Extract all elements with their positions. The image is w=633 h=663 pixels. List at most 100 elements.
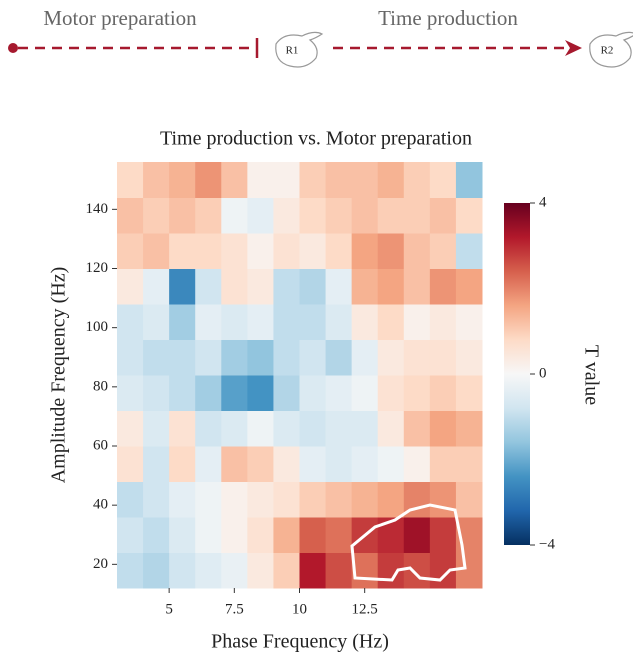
heatmap-cell bbox=[117, 446, 144, 482]
heatmap-cell bbox=[299, 304, 327, 340]
timeline: Motor preparation Time production R1 R2 bbox=[8, 6, 633, 68]
heatmap-cell bbox=[299, 410, 327, 447]
heatmap-cell bbox=[195, 197, 222, 234]
phase-label: Time production bbox=[378, 6, 518, 30]
heatmap-cell bbox=[273, 552, 300, 589]
heatmap-cell bbox=[169, 233, 196, 269]
heatmap bbox=[117, 162, 483, 589]
heatmap-cell bbox=[429, 197, 457, 234]
heatmap-cell bbox=[143, 410, 170, 447]
heatmap-cell bbox=[377, 375, 405, 411]
colorbar-label: T value bbox=[580, 345, 602, 405]
heatmap-cell bbox=[377, 481, 405, 518]
heatmap-cell bbox=[117, 304, 144, 340]
heatmap-cell bbox=[169, 162, 196, 198]
heatmap-cell bbox=[221, 481, 248, 518]
heatmap-cell bbox=[273, 268, 300, 305]
heatmap-cell bbox=[403, 339, 431, 376]
heatmap-cell bbox=[273, 517, 300, 553]
heatmap-cell bbox=[325, 197, 353, 234]
heatmap-cell bbox=[247, 481, 274, 518]
heatmap-cell bbox=[195, 481, 222, 518]
heatmap-cell bbox=[403, 410, 431, 447]
heatmap-cell bbox=[299, 481, 327, 518]
heatmap-cell bbox=[247, 304, 274, 340]
heatmap-cell bbox=[169, 197, 196, 234]
heatmap-cell bbox=[143, 197, 170, 234]
heatmap-cell bbox=[429, 481, 457, 518]
heatmap-cell bbox=[325, 375, 353, 411]
heatmap-cell bbox=[247, 552, 274, 589]
heatmap-cell bbox=[273, 233, 300, 269]
heatmap-cell bbox=[455, 552, 483, 589]
y-tick-label: 20 bbox=[93, 556, 108, 572]
heatmap-cell bbox=[351, 268, 379, 305]
heatmap-cell bbox=[195, 304, 222, 340]
heatmap-cell bbox=[221, 410, 248, 447]
response-label: R2 bbox=[601, 45, 614, 57]
heatmap-cell bbox=[247, 268, 274, 305]
x-axis-label: Phase Frequency (Hz) bbox=[211, 631, 389, 653]
heatmap-cell bbox=[143, 375, 170, 411]
heatmap-cell bbox=[299, 552, 327, 589]
heatmap-cell bbox=[221, 339, 248, 376]
heatmap-cell bbox=[429, 517, 457, 553]
heatmap-cell bbox=[429, 410, 457, 447]
y-tick-label: 140 bbox=[86, 201, 109, 217]
response-label: R1 bbox=[286, 45, 299, 57]
heatmap-cell bbox=[221, 552, 248, 589]
heatmap-cell bbox=[169, 268, 196, 305]
heatmap-cell bbox=[169, 375, 196, 411]
colorbar-tick-label: 0 bbox=[539, 365, 547, 381]
heatmap-cell bbox=[351, 410, 379, 447]
heatmap-cell bbox=[299, 268, 327, 305]
heatmap-cell bbox=[221, 375, 248, 411]
heatmap-cell bbox=[429, 375, 457, 411]
heatmap-cell bbox=[247, 197, 274, 234]
heatmap-cell bbox=[247, 162, 274, 198]
hand-icon bbox=[275, 31, 324, 68]
x-tick-label: 5 bbox=[165, 601, 173, 617]
heatmap-cell bbox=[143, 552, 170, 589]
heatmap-cell bbox=[403, 517, 431, 553]
heatmap-cell bbox=[299, 375, 327, 411]
heatmap-cell bbox=[143, 233, 170, 269]
heatmap-cell bbox=[325, 552, 353, 589]
heatmap-cell bbox=[273, 481, 300, 518]
heatmap-cell bbox=[403, 552, 431, 589]
heatmap-cell bbox=[143, 481, 170, 518]
heatmap-cell bbox=[195, 446, 222, 482]
heatmap-cell bbox=[247, 233, 274, 269]
heatmap-cell bbox=[143, 162, 170, 198]
heatmap-cell bbox=[403, 304, 431, 340]
heatmap-cell bbox=[377, 339, 405, 376]
heatmap-cell bbox=[169, 552, 196, 589]
heatmap-cell bbox=[325, 268, 353, 305]
heatmap-cell bbox=[117, 517, 144, 553]
heatmap-cell bbox=[221, 233, 248, 269]
heatmap-cell bbox=[429, 446, 457, 482]
heatmap-cell bbox=[117, 410, 144, 447]
heatmap-cell bbox=[221, 162, 248, 198]
heatmap-cell bbox=[377, 233, 405, 269]
colorbar-tick-label: −4 bbox=[539, 536, 555, 552]
heatmap-cell bbox=[325, 339, 353, 376]
heatmap-cell bbox=[221, 268, 248, 305]
heatmap-cell bbox=[247, 517, 274, 553]
heatmap-cell bbox=[195, 339, 222, 376]
heatmap-cell bbox=[299, 162, 327, 198]
heatmap-cell bbox=[195, 517, 222, 553]
heatmap-cell bbox=[351, 446, 379, 482]
heatmap-cell bbox=[169, 446, 196, 482]
heatmap-cell bbox=[299, 197, 327, 234]
heatmap-cell bbox=[117, 375, 144, 411]
heatmap-cell bbox=[429, 268, 457, 305]
heatmap-cell bbox=[117, 162, 144, 198]
heatmap-cell bbox=[377, 446, 405, 482]
heatmap-cell bbox=[273, 375, 300, 411]
heatmap-cell bbox=[325, 233, 353, 269]
heatmap-cell bbox=[195, 410, 222, 447]
chart-title: Time production vs. Motor preparation bbox=[160, 128, 472, 150]
heatmap-cell bbox=[455, 304, 483, 340]
